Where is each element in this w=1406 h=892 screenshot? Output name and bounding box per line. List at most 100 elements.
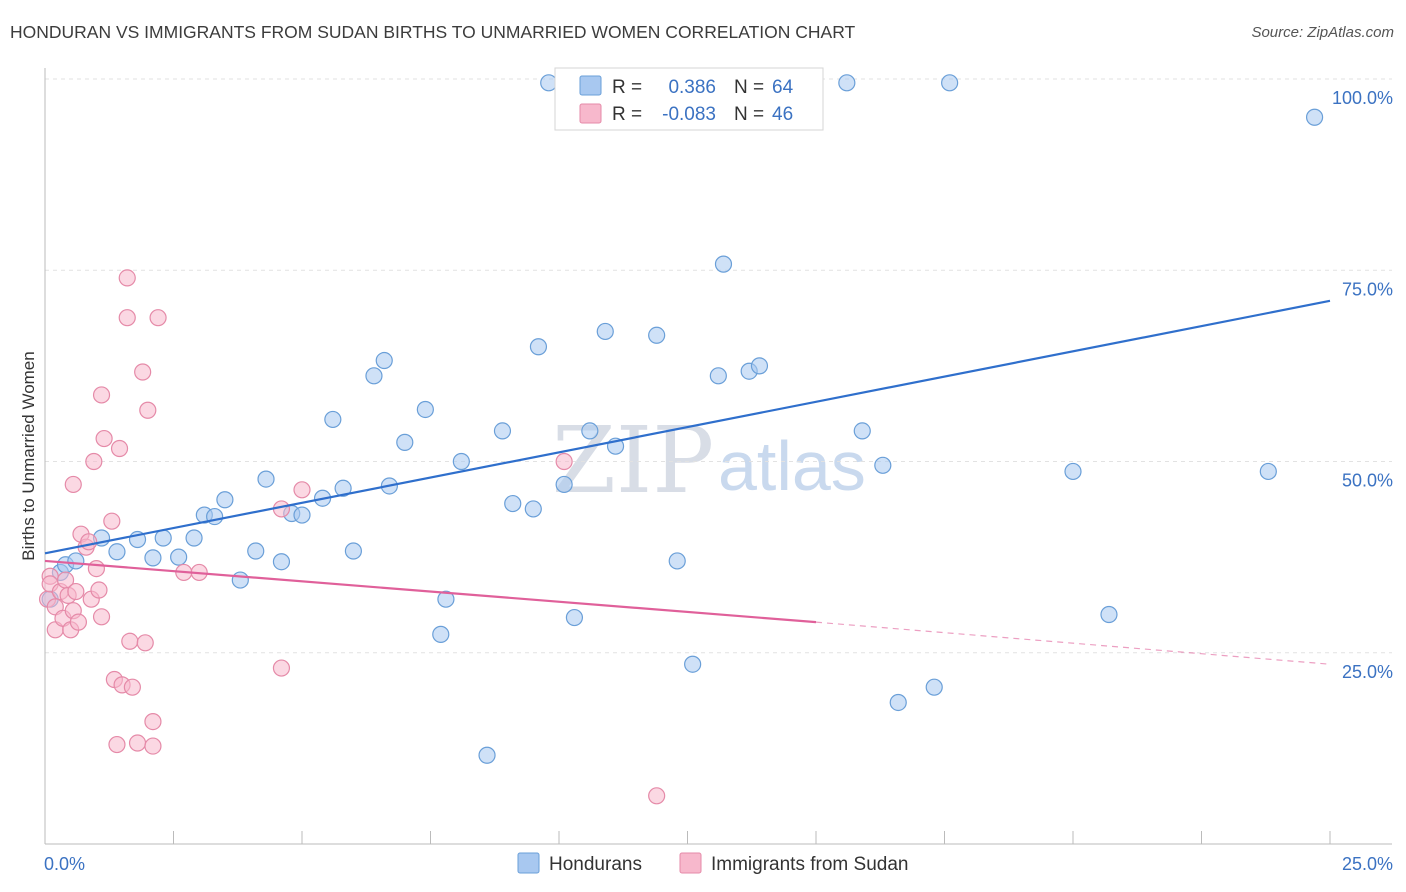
point-hondurans <box>648 326 666 344</box>
point-hondurans <box>838 74 856 92</box>
point-hondurans <box>853 422 871 440</box>
point-hondurans <box>272 553 291 571</box>
point-hondurans <box>170 548 188 566</box>
x-tick-label-max: 25.0% <box>1342 854 1393 874</box>
point-hondurans <box>247 542 265 560</box>
point-sudan <box>144 737 162 755</box>
point-hondurans <box>416 400 434 419</box>
point-hondurans <box>581 422 599 440</box>
legend-r-value-1: 0.386 <box>668 77 716 98</box>
y-tick-label-25: 25.0% <box>1342 662 1393 682</box>
point-hondurans <box>108 543 126 561</box>
point-hondurans <box>293 506 311 524</box>
point-hondurans <box>452 452 470 471</box>
point-hondurans <box>668 552 686 570</box>
point-hondurans <box>432 625 450 643</box>
point-hondurans <box>1100 605 1118 624</box>
bottom-legend-label-sudan: Immigrants from Sudan <box>711 854 908 875</box>
point-hondurans <box>524 500 542 518</box>
point-sudan <box>92 608 111 626</box>
point-sudan <box>110 439 129 458</box>
point-hondurans <box>144 549 162 567</box>
scatter-points <box>38 74 1324 805</box>
point-sudan <box>95 429 113 448</box>
point-sudan <box>293 481 311 499</box>
point-hondurans <box>344 542 362 560</box>
series-legend: Hondurans Immigrants from Sudan <box>517 852 908 875</box>
point-sudan <box>118 269 136 287</box>
point-sudan <box>108 735 126 754</box>
y-tick-labels: 25.0% 50.0% 75.0% 100.0% <box>1332 88 1393 682</box>
point-hondurans <box>437 590 455 608</box>
point-hondurans <box>216 491 234 509</box>
point-sudan <box>128 734 147 752</box>
point-hondurans <box>750 357 769 375</box>
point-sudan <box>87 559 106 578</box>
trend-line-hondurans <box>44 299 1331 555</box>
point-sudan <box>118 309 136 327</box>
point-hondurans <box>596 322 614 341</box>
point-sudan <box>149 309 167 327</box>
point-hondurans <box>493 422 512 440</box>
legend-swatch-sudan <box>579 103 602 124</box>
point-hondurans <box>154 529 172 547</box>
trend-lines <box>44 299 1331 665</box>
point-hondurans <box>529 338 548 356</box>
point-sudan <box>134 363 152 381</box>
watermark-atlas: atlas <box>718 427 866 505</box>
legend-n-label-1: N = <box>734 77 764 98</box>
y-tick-label-100: 100.0% <box>1332 88 1393 108</box>
point-hondurans <box>684 655 702 673</box>
legend-r-value-2: -0.083 <box>662 104 716 125</box>
y-tick-label-50: 50.0% <box>1342 471 1393 491</box>
point-hondurans <box>941 74 959 92</box>
point-hondurans <box>324 410 342 429</box>
gridlines <box>45 78 1392 654</box>
bottom-legend-swatch-hondurans <box>517 852 540 874</box>
point-hondurans <box>185 529 203 547</box>
legend-n-label-2: N = <box>734 104 764 125</box>
point-hondurans <box>555 475 573 494</box>
point-sudan <box>136 634 154 652</box>
y-axis-title: Births to Unmarried Women <box>19 351 38 560</box>
y-tick-label-75: 75.0% <box>1342 279 1393 299</box>
point-hondurans <box>925 678 943 696</box>
point-hondurans <box>67 552 85 570</box>
chart-title: HONDURAN VS IMMIGRANTS FROM SUDAN BIRTHS… <box>10 22 856 42</box>
point-hondurans <box>714 255 733 273</box>
point-sudan <box>555 452 573 471</box>
point-sudan <box>92 386 111 404</box>
bottom-legend-label-hondurans: Hondurans <box>549 854 642 875</box>
legend-r-label-1: R = <box>612 77 642 98</box>
bottom-legend-swatch-sudan <box>679 852 702 874</box>
point-sudan <box>67 582 85 601</box>
point-hondurans <box>257 470 275 488</box>
point-hondurans <box>565 608 584 627</box>
point-hondurans <box>709 367 727 385</box>
point-sudan <box>139 401 157 419</box>
point-sudan <box>272 659 291 677</box>
point-sudan <box>144 712 162 731</box>
source-label: Source: ZipAtlas.com <box>1251 24 1394 41</box>
point-sudan <box>103 512 121 530</box>
point-hondurans <box>504 494 522 513</box>
point-sudan <box>121 632 139 650</box>
point-hondurans <box>1259 462 1277 481</box>
trend-line-sudan <box>44 559 817 624</box>
axes <box>44 68 1392 845</box>
point-hondurans <box>540 74 558 92</box>
legend-n-value-2: 46 <box>772 104 793 125</box>
point-hondurans <box>365 367 383 385</box>
legend-swatch-hondurans <box>579 75 602 96</box>
point-hondurans <box>396 433 414 451</box>
point-sudan <box>85 452 103 471</box>
legend-r-label-2: R = <box>612 104 642 125</box>
point-hondurans <box>874 456 892 474</box>
stats-legend: R = 0.386 N = 64 R = -0.083 N = 46 <box>554 67 824 131</box>
point-sudan <box>69 613 88 631</box>
point-hondurans <box>375 351 393 370</box>
point-hondurans <box>1305 108 1324 126</box>
point-sudan <box>123 678 141 696</box>
point-sudan <box>64 475 82 494</box>
